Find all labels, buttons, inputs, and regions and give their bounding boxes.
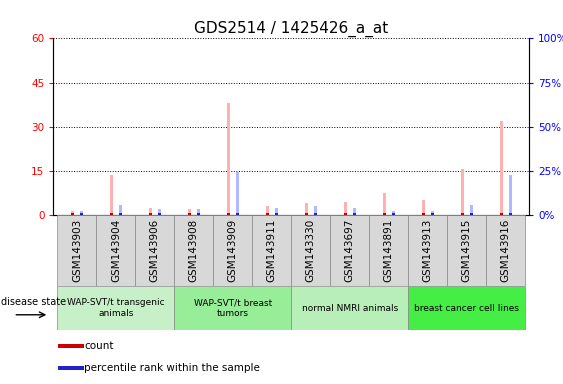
Text: GSM143904: GSM143904 — [111, 219, 121, 282]
Bar — [236, 213, 239, 215]
Bar — [343, 202, 347, 215]
Bar — [227, 213, 230, 215]
Bar — [448, 215, 486, 286]
Bar — [70, 210, 74, 215]
Bar — [197, 209, 200, 215]
Bar — [431, 213, 434, 215]
Bar — [266, 206, 269, 215]
Text: GSM143909: GSM143909 — [228, 219, 238, 282]
Bar — [431, 210, 434, 215]
Bar — [292, 215, 330, 286]
Text: GSM143697: GSM143697 — [345, 219, 355, 282]
Text: WAP-SVT/t transgenic
animals: WAP-SVT/t transgenic animals — [67, 298, 165, 318]
Bar — [175, 215, 213, 286]
Text: WAP-SVT/t breast
tumors: WAP-SVT/t breast tumors — [194, 298, 272, 318]
Bar — [80, 213, 83, 215]
Bar — [499, 213, 503, 215]
Bar — [499, 121, 503, 215]
Bar — [353, 213, 356, 215]
Bar — [213, 215, 252, 286]
Bar — [314, 213, 317, 215]
Text: GSM143906: GSM143906 — [150, 219, 160, 282]
Bar — [305, 213, 308, 215]
Bar — [369, 215, 408, 286]
Bar — [266, 213, 269, 215]
Bar — [175, 286, 292, 330]
Bar — [119, 205, 122, 215]
Bar — [57, 286, 175, 330]
Text: GSM143903: GSM143903 — [72, 219, 82, 282]
Bar — [314, 206, 317, 215]
Text: percentile rank within the sample: percentile rank within the sample — [84, 363, 260, 373]
Bar — [158, 213, 161, 215]
Bar — [149, 213, 152, 215]
Text: GSM143913: GSM143913 — [423, 219, 433, 282]
Bar — [110, 175, 113, 215]
Text: breast cancer cell lines: breast cancer cell lines — [414, 304, 519, 313]
Text: GSM143891: GSM143891 — [384, 219, 394, 282]
Bar — [509, 213, 512, 215]
Bar — [58, 344, 84, 348]
Bar — [470, 213, 473, 215]
Bar — [392, 210, 395, 215]
Bar — [275, 213, 278, 215]
Bar — [236, 172, 239, 215]
Text: GSM143911: GSM143911 — [267, 219, 277, 282]
Bar — [422, 200, 425, 215]
Text: normal NMRI animals: normal NMRI animals — [302, 304, 398, 313]
Bar — [292, 286, 408, 330]
Bar — [330, 215, 369, 286]
Bar — [275, 208, 278, 215]
Text: GSM143330: GSM143330 — [306, 219, 316, 282]
Bar — [486, 215, 525, 286]
Bar — [383, 193, 386, 215]
Bar — [252, 215, 292, 286]
Text: GSM143908: GSM143908 — [189, 219, 199, 282]
Bar — [408, 215, 448, 286]
Bar — [110, 213, 113, 215]
Bar — [392, 213, 395, 215]
Text: GSM143916: GSM143916 — [501, 219, 511, 282]
Text: count: count — [84, 341, 114, 351]
Bar — [187, 209, 191, 215]
Text: disease state: disease state — [1, 296, 66, 306]
Bar — [353, 208, 356, 215]
Title: GDS2514 / 1425426_a_at: GDS2514 / 1425426_a_at — [194, 21, 388, 37]
Bar — [408, 286, 525, 330]
Bar — [461, 169, 464, 215]
Bar — [470, 205, 473, 215]
Bar — [343, 213, 347, 215]
Bar — [383, 213, 386, 215]
Bar — [57, 215, 96, 286]
Bar — [149, 208, 152, 215]
Text: GSM143915: GSM143915 — [462, 219, 472, 282]
Bar — [461, 213, 464, 215]
Bar — [422, 213, 425, 215]
Bar — [305, 203, 308, 215]
Bar — [509, 175, 512, 215]
Bar — [197, 213, 200, 215]
Bar — [80, 210, 83, 215]
Bar — [96, 215, 135, 286]
Bar — [119, 213, 122, 215]
Bar — [70, 213, 74, 215]
Bar — [227, 103, 230, 215]
Bar — [158, 209, 161, 215]
Bar — [58, 366, 84, 371]
Bar — [135, 215, 175, 286]
Bar — [187, 213, 191, 215]
